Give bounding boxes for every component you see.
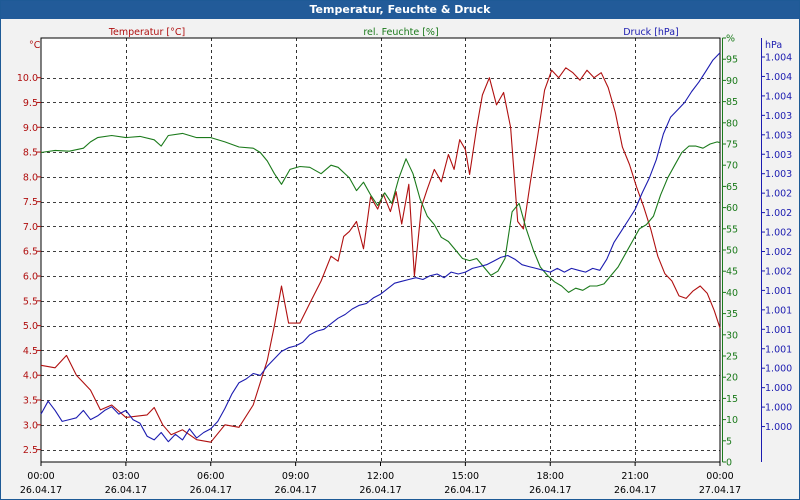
humidity-tick-label: 60: [726, 203, 738, 214]
pressure-series-line: [40, 52, 721, 443]
humidity-tick-label: 0: [726, 458, 732, 469]
pressure-tick-label: 1.003: [765, 130, 792, 141]
pressure-tick-label: 1.001: [765, 305, 792, 316]
temperature-tick-label: 5.5: [23, 296, 38, 307]
temperature-tick-label: 2.5: [23, 445, 38, 456]
humidity-tick-label: 35: [726, 309, 738, 320]
pressure-tick-label: 1.002: [765, 266, 792, 277]
pressure-tick-label: 1.002: [765, 189, 792, 200]
x-tick-label-date: 26.04.17: [614, 485, 656, 496]
humidity-tick-label: 95: [726, 55, 738, 66]
pressure-tick-label: 1.001: [765, 325, 792, 336]
humidity-tick-label: 85: [726, 97, 738, 108]
x-tick-label-time: 00:00: [27, 471, 54, 482]
x-tick-label-date: 26.04.17: [444, 485, 486, 496]
temperature-tick-label: 4.0: [23, 371, 38, 382]
humidity-tick-label: 50: [726, 246, 738, 257]
x-tick-label-time: 18:00: [537, 471, 564, 482]
temperature-tick-label: 5.0: [23, 321, 38, 332]
humidity-series-line: [40, 132, 721, 293]
x-tick-label-time: 03:00: [112, 471, 139, 482]
x-tick-label-time: 06:00: [197, 471, 224, 482]
pressure-unit-label: hPa: [765, 40, 782, 51]
x-tick-label-date: 26.04.17: [274, 485, 316, 496]
pressure-tick-label: 1.002: [765, 247, 792, 258]
humidity-tick-label: 90: [726, 76, 738, 87]
humidity-tick-label: 20: [726, 373, 738, 384]
humidity-tick-label: 15: [726, 394, 738, 405]
humidity-tick-label: 70: [726, 161, 738, 172]
window-title: Temperatur, Feuchte & Druck: [1, 1, 799, 19]
pressure-tick-label: 1.000: [765, 403, 792, 414]
humidity-unit-label: %: [726, 34, 735, 45]
pressure-tick-label: 1.002: [765, 228, 792, 239]
temperature-tick-label: 3.5: [23, 396, 38, 407]
pressure-tick-label: 1.004: [765, 91, 792, 102]
temperature-tick-label: 4.5: [23, 346, 38, 357]
humidity-tick-label: 5: [726, 436, 732, 447]
temperature-tick-label: 7.5: [23, 197, 38, 208]
x-tick-label-time: 00:00: [706, 471, 733, 482]
humidity-tick-label: 30: [726, 330, 738, 341]
x-tick-label-time: 15:00: [452, 471, 479, 482]
humidity-tick-label: 45: [726, 267, 738, 278]
pressure-tick-label: 1.004: [765, 53, 792, 64]
pressure-tick-label: 1.001: [765, 344, 792, 355]
pressure-tick-label: 1.003: [765, 169, 792, 180]
x-tick-label-time: 09:00: [282, 471, 309, 482]
plot-area: [40, 37, 721, 463]
temperature-tick-label: 9.0: [23, 123, 38, 134]
x-tick-label-date: 26.04.17: [190, 485, 232, 496]
temperature-tick-label: 6.5: [23, 247, 38, 258]
pressure-tick-label: 1.000: [765, 383, 792, 394]
pressure-tick-label: 1.004: [765, 72, 792, 83]
temperature-axis-title: Temperatur [°C]: [108, 27, 185, 38]
temperature-tick-label: 6.0: [23, 272, 38, 283]
x-tick-label-date: 26.04.17: [529, 485, 571, 496]
humidity-tick-label: 10: [726, 415, 738, 426]
temperature-tick-label: 10.0: [17, 73, 38, 84]
temperature-tick-label: 8.0: [23, 172, 38, 183]
pressure-tick-label: 1.000: [765, 364, 792, 375]
temperature-tick-label: 7.0: [23, 222, 38, 233]
pressure-tick-label: 1.002: [765, 208, 792, 219]
humidity-tick-label: 65: [726, 182, 738, 193]
x-tick-label-date: 26.04.17: [359, 485, 401, 496]
x-tick-label-date: 26.04.17: [20, 485, 62, 496]
pressure-tick-label: 1.000: [765, 422, 792, 433]
pressure-tick-label: 1.003: [765, 111, 792, 122]
x-tick-label-time: 21:00: [621, 471, 648, 482]
temperature-unit-label: °C: [29, 40, 41, 51]
humidity-tick-label: 75: [726, 140, 738, 151]
pressure-tick-label: 1.001: [765, 286, 792, 297]
temperature-tick-label: 9.5: [23, 98, 38, 109]
x-tick-label-date: 26.04.17: [105, 485, 147, 496]
x-tick-label-time: 12:00: [367, 471, 394, 482]
temperature-series-line: [40, 67, 721, 443]
pressure-tick-label: 1.003: [765, 150, 792, 161]
humidity-tick-label: 80: [726, 118, 738, 129]
humidity-tick-label: 40: [726, 288, 738, 299]
temperature-tick-label: 8.5: [23, 148, 38, 159]
humidity-tick-label: 25: [726, 352, 738, 363]
pressure-axis-title: Druck [hPa]: [623, 27, 679, 38]
humidity-tick-label: 55: [726, 224, 738, 235]
temperature-tick-label: 3.0: [23, 420, 38, 431]
x-tick-label-date: 27.04.17: [699, 485, 741, 496]
humidity-axis-title: rel. Feuchte [%]: [363, 27, 438, 38]
